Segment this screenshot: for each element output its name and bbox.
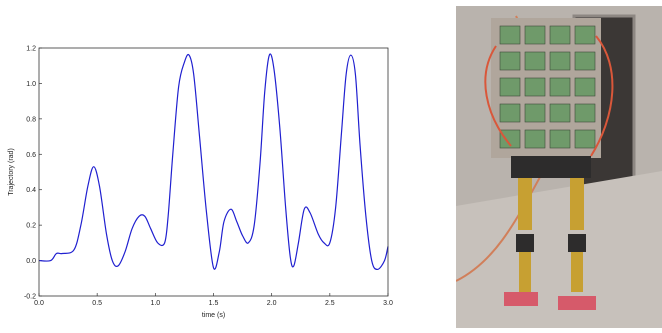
right-thigh [570, 178, 584, 230]
robot-hips [511, 156, 591, 178]
trajectory-chart: 0.0 0.5 1.0 1.5 2.0 2.5 3.0-0.20.00.20.40.60.8… [0, 0, 450, 333]
left-shin [519, 252, 531, 292]
servo-board [574, 77, 596, 97]
x-tick-label: 0.0 [34, 300, 44, 307]
servo-board [574, 51, 596, 71]
right-shin [571, 252, 583, 292]
robot-photo [456, 6, 662, 328]
x-axis-label: time (s) [202, 312, 225, 319]
plot-frame [38, 47, 389, 297]
servo-board [549, 103, 571, 123]
x-tick-label: 0.5 [92, 300, 102, 307]
y-tick-label: 0.6 [26, 152, 36, 159]
y-tick-label: -0.2 [24, 294, 36, 301]
line-layer [38, 53, 389, 271]
left-thigh [518, 178, 532, 230]
wire [484, 45, 512, 147]
x-tick-label: 2.5 [325, 300, 335, 307]
y-tick-label: 0.2 [26, 223, 36, 230]
servo-board [499, 129, 521, 149]
servo-board [499, 77, 521, 97]
servo-board [574, 103, 596, 123]
servo-board [524, 129, 546, 149]
servo-board [549, 25, 571, 45]
x-tick-label: 1.5 [209, 300, 219, 307]
servo-board [574, 25, 596, 45]
servo-board [499, 25, 521, 45]
servo-board [524, 51, 546, 71]
tick-layer: 0.0 0.5 1.0 1.5 2.0 2.5 3.0-0.20.00.20.40.60.8… [24, 46, 393, 308]
left-foot [504, 292, 538, 306]
right-knee [568, 234, 586, 252]
servo-board [549, 77, 571, 97]
x-tick-label: 1.0 [150, 300, 160, 307]
floor [456, 171, 662, 328]
y-tick-label: 1.0 [26, 81, 36, 88]
y-tick-label: 0.4 [26, 187, 36, 194]
servo-board [499, 103, 521, 123]
x-tick-label: 3.0 [383, 300, 393, 307]
y-tick-label: 0.8 [26, 116, 36, 123]
servo-board [549, 129, 571, 149]
left-knee [516, 234, 534, 252]
x-tick-label: 2.0 [267, 300, 277, 307]
servo-board [574, 129, 596, 149]
y-axis-label: Trajectory (rad) [8, 148, 15, 196]
servo-board [524, 25, 546, 45]
y-tick-label: 1.2 [26, 46, 36, 53]
y-tick-label: 0.0 [26, 258, 36, 265]
servo-board [524, 77, 546, 97]
servo-board [499, 51, 521, 71]
circuit-boards [499, 25, 596, 149]
robot-photo-drawing [456, 6, 662, 328]
trajectory-series-line [38, 53, 389, 271]
servo-board [524, 103, 546, 123]
chart-background [0, 0, 450, 333]
wire [590, 35, 614, 157]
servo-board [549, 51, 571, 71]
right-foot [558, 296, 596, 310]
